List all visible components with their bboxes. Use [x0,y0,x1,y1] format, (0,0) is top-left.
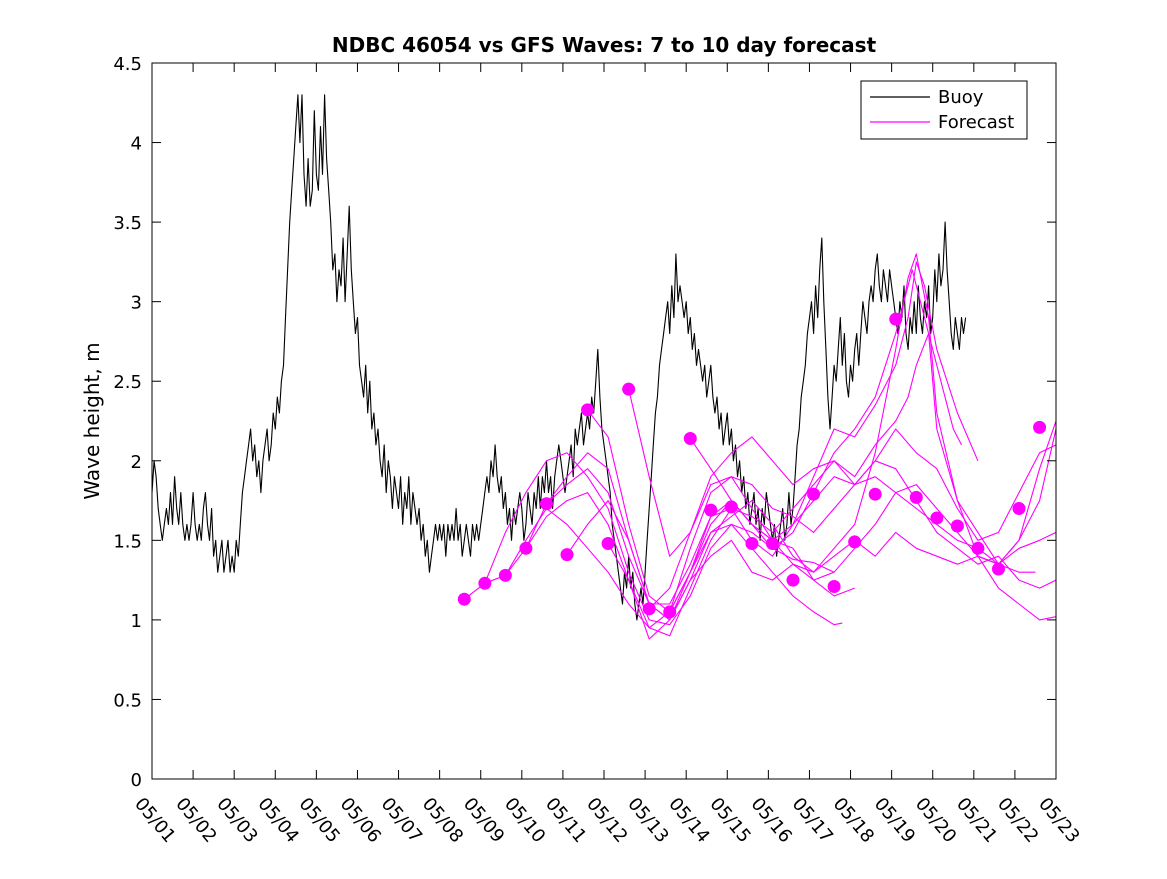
forecast-marker-5 [539,497,553,511]
y-tick-label: 4 [131,134,142,155]
forecast-marker-4 [519,541,533,555]
forecast-marker-20 [848,535,862,549]
forecast-marker-2 [478,576,492,590]
forecast-marker-8 [601,537,615,551]
y-tick-label: 1 [131,611,142,632]
forecast-marker-18 [807,487,821,501]
forecast-marker-6 [560,548,574,562]
legend-box [860,80,1028,140]
y-axis-label: Wave height, m [80,342,104,499]
forecast-marker-16 [765,537,779,551]
forecast-marker-13 [704,503,718,517]
plot-area [152,94,1056,640]
forecast-marker-23 [909,490,923,504]
forecast-marker-27 [991,562,1005,576]
forecast-marker-9 [622,382,636,396]
forecast-marker-7 [581,403,595,417]
forecast-marker-19 [827,579,841,593]
forecast-marker-17 [786,573,800,587]
legend-label: Forecast [938,112,1014,133]
legend: Buoy Forecast [860,80,1028,140]
forecast-marker-1 [457,592,471,606]
forecast-marker-26 [971,541,985,555]
forecast-marker-14 [724,500,738,514]
y-tick-label: 0.5 [113,690,142,711]
y-tick-label: 4.5 [113,54,142,75]
forecast-marker-28 [1012,502,1026,516]
forecast-marker-12 [683,432,697,446]
forecast-marker-21 [868,487,882,501]
forecast-marker-11 [663,605,677,619]
chart-title: NDBC 46054 vs GFS Waves: 7 to 10 day for… [332,33,877,57]
y-tick-label: 3.5 [113,213,142,234]
y-tick-label: 1.5 [113,531,142,552]
y-tick-label: 2 [131,452,142,473]
forecast-marker-24 [930,511,944,525]
legend-label: Buoy [938,87,984,108]
forecast-marker-25 [950,519,964,533]
buoy-series-line [152,94,967,621]
y-axis: 0 0.5 1 1.5 2 2.5 3 3.5 4 4.5 [113,54,1056,791]
forecast-marker-22 [889,312,903,326]
forecast-marker-10 [642,602,656,616]
y-tick-label: 3 [131,293,142,314]
forecast-marker-3 [498,568,512,582]
forecast-run-line-12 [669,428,1056,613]
forecast-run-line-8 [607,531,1056,640]
y-tick-label: 0 [131,770,142,791]
y-tick-label: 2.5 [113,372,142,393]
forecast-marker-15 [745,537,759,551]
forecast-marker-29 [1033,420,1047,434]
forecast-run-line-4 [525,332,962,637]
